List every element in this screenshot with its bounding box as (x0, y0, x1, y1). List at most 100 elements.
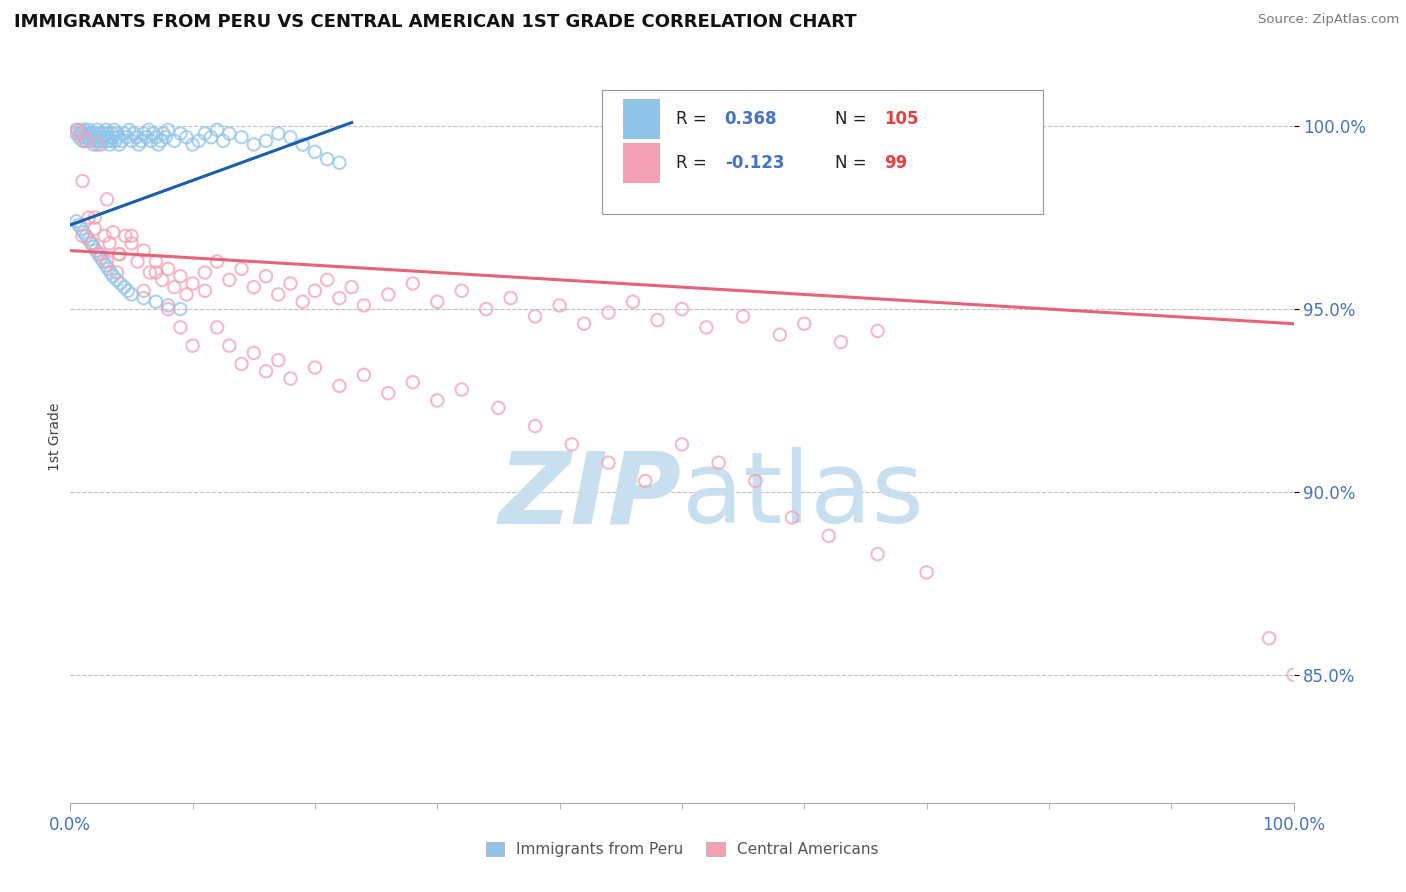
Point (169, 301, 191, 317)
Point (866, 547, 889, 561)
Point (231, 261, 253, 276)
Point (91, 134, 114, 148)
Point (328, 291, 350, 305)
Point (671, 301, 693, 317)
Point (353, 298, 375, 312)
Point (267, 353, 290, 368)
Point (121, 134, 143, 148)
Point (218, 273, 240, 287)
Point (377, 287, 399, 301)
Point (598, 306, 620, 320)
Point (89, 127, 111, 141)
Point (634, 474, 657, 488)
Point (83, 211, 105, 225)
Point (169, 127, 191, 141)
Point (75, 228, 97, 243)
Point (254, 134, 277, 148)
Point (231, 357, 253, 371)
Point (72, 127, 94, 141)
Point (267, 127, 290, 141)
FancyBboxPatch shape (602, 90, 1043, 214)
Point (107, 130, 129, 145)
Point (72, 228, 94, 243)
Point (157, 301, 180, 317)
Text: N =: N = (835, 153, 872, 172)
Point (304, 360, 326, 375)
Point (77, 123, 100, 137)
Point (67, 218, 90, 232)
Point (426, 294, 449, 309)
Text: ZIP: ZIP (499, 447, 682, 544)
Point (157, 298, 180, 312)
Point (291, 294, 314, 309)
Point (84, 130, 107, 145)
Point (83, 221, 105, 235)
Point (69, 127, 91, 141)
Point (194, 265, 217, 279)
Point (94, 123, 117, 137)
Text: N =: N = (835, 110, 872, 128)
Point (96, 254, 118, 268)
Point (561, 437, 583, 451)
Point (82, 236, 104, 251)
Point (231, 130, 253, 145)
Point (110, 277, 132, 291)
Point (707, 456, 730, 470)
Point (647, 313, 669, 327)
Point (200, 130, 222, 145)
Point (135, 130, 157, 145)
Point (340, 280, 363, 294)
Point (72, 134, 94, 148)
Text: Source: ZipAtlas.com: Source: ZipAtlas.com (1258, 13, 1399, 27)
Point (291, 137, 314, 152)
Point (125, 130, 148, 145)
Point (488, 401, 510, 415)
Point (98, 236, 121, 251)
Text: IMMIGRANTS FROM PERU VS CENTRAL AMERICAN 1ST GRADE CORRELATION CHART: IMMIGRANTS FROM PERU VS CENTRAL AMERICAN… (14, 13, 856, 31)
Point (548, 298, 571, 312)
Point (621, 294, 644, 309)
Point (148, 137, 170, 152)
Point (218, 127, 240, 141)
Point (101, 269, 124, 284)
Point (243, 280, 266, 294)
Point (73, 225, 96, 239)
Point (169, 269, 191, 284)
Point (77, 130, 100, 145)
Point (70, 221, 93, 235)
Point (93, 228, 115, 243)
Point (187, 134, 209, 148)
Point (402, 277, 425, 291)
Text: -0.123: -0.123 (724, 153, 785, 172)
Point (426, 393, 449, 408)
Point (176, 287, 198, 301)
FancyBboxPatch shape (623, 99, 659, 139)
Point (87, 247, 110, 261)
Point (450, 383, 472, 397)
Point (84, 244, 107, 258)
Point (205, 320, 228, 334)
Legend: Immigrants from Peru, Central Americans: Immigrants from Peru, Central Americans (478, 834, 886, 864)
Point (91, 254, 114, 268)
Text: 105: 105 (884, 110, 918, 128)
Point (695, 320, 717, 334)
Point (243, 346, 266, 360)
Point (671, 437, 693, 451)
Point (280, 371, 302, 385)
Point (475, 301, 498, 317)
Point (572, 317, 595, 331)
Point (121, 287, 143, 301)
Point (101, 130, 124, 145)
Point (181, 137, 204, 152)
Point (769, 327, 792, 342)
Point (108, 247, 131, 261)
Point (132, 244, 155, 258)
Point (121, 228, 143, 243)
Point (280, 277, 302, 291)
Point (65, 123, 87, 137)
Point (108, 247, 131, 261)
Point (377, 386, 399, 401)
Point (103, 123, 125, 137)
Point (121, 236, 143, 251)
Text: 0.368: 0.368 (724, 110, 778, 128)
